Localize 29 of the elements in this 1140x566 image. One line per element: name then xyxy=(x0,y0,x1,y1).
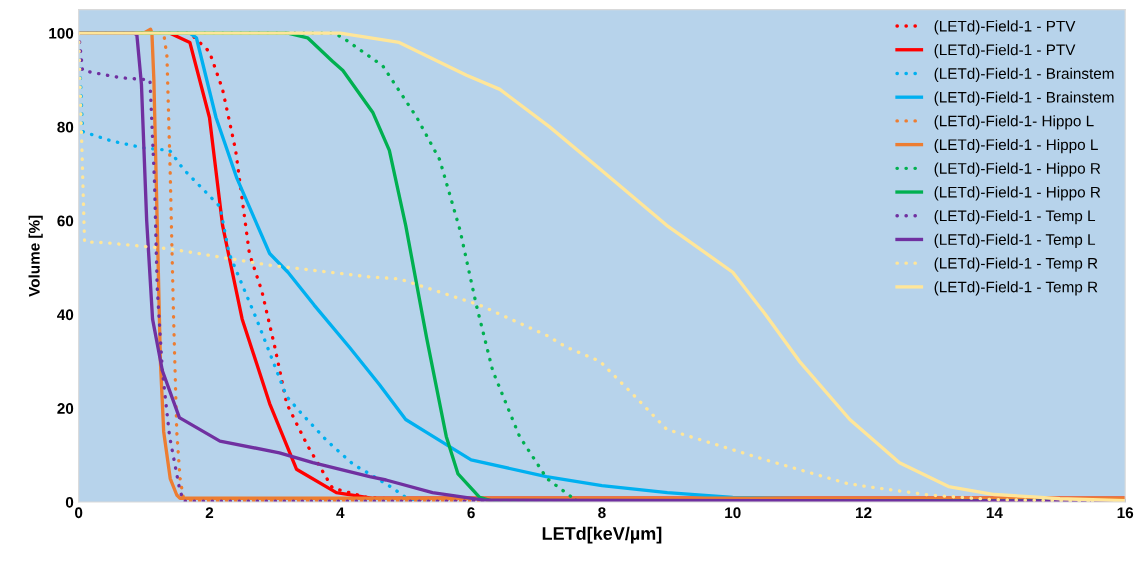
x-tick-label: 8 xyxy=(598,507,606,519)
x-tick-label: 10 xyxy=(725,507,741,519)
y-tick-label: 40 xyxy=(57,309,74,321)
y-tick-label: 100 xyxy=(49,27,74,39)
y-tick-label: 80 xyxy=(57,121,74,133)
legend-label: (LETd)-Field-1 - Temp R xyxy=(934,281,1098,296)
y-axis-title: Volume [%] xyxy=(28,215,43,297)
legend-label: (LETd)-Field-1 - Hippo R xyxy=(934,162,1101,177)
legend-label: (LETd)-Field-1 - Hippo R xyxy=(934,186,1101,201)
x-tick-label: 4 xyxy=(336,507,345,518)
x-tick-label: 0 xyxy=(75,507,83,519)
y-tick-label: 20 xyxy=(57,403,74,414)
legend-label: (LETd)-Field-1 - Hippo L xyxy=(934,138,1098,154)
x-axis-title: LETd[keV/µm] xyxy=(542,526,662,544)
y-tick-label: 60 xyxy=(57,215,74,227)
legend-label: (LETd)-Field-1 - Brainstem xyxy=(934,67,1114,82)
y-tick-label: 0 xyxy=(65,496,74,508)
legend-label: (LETd)-Field-1 - PTV xyxy=(934,44,1076,59)
legend-label: (LETd)-Field-1 - Temp R xyxy=(934,257,1098,272)
legend-label: (LETd)-Field-1 - Temp L xyxy=(934,210,1096,225)
legend-label: (LETd)-Field-1- Hippo L xyxy=(934,115,1094,130)
x-tick-label: 2 xyxy=(205,507,214,518)
x-tick-label: 12 xyxy=(856,507,872,518)
legend-label: (LETd)-Field-1 - PTV xyxy=(934,20,1076,35)
x-tick-label: 6 xyxy=(467,507,475,519)
legend-label: (LETd)-Field-1 - Brainstem xyxy=(934,91,1114,106)
legend-label: (LETd)-Field-1 - Temp L xyxy=(934,233,1096,248)
x-tick-label: 14 xyxy=(986,507,1003,518)
x-tick-label: 16 xyxy=(1117,507,1134,519)
